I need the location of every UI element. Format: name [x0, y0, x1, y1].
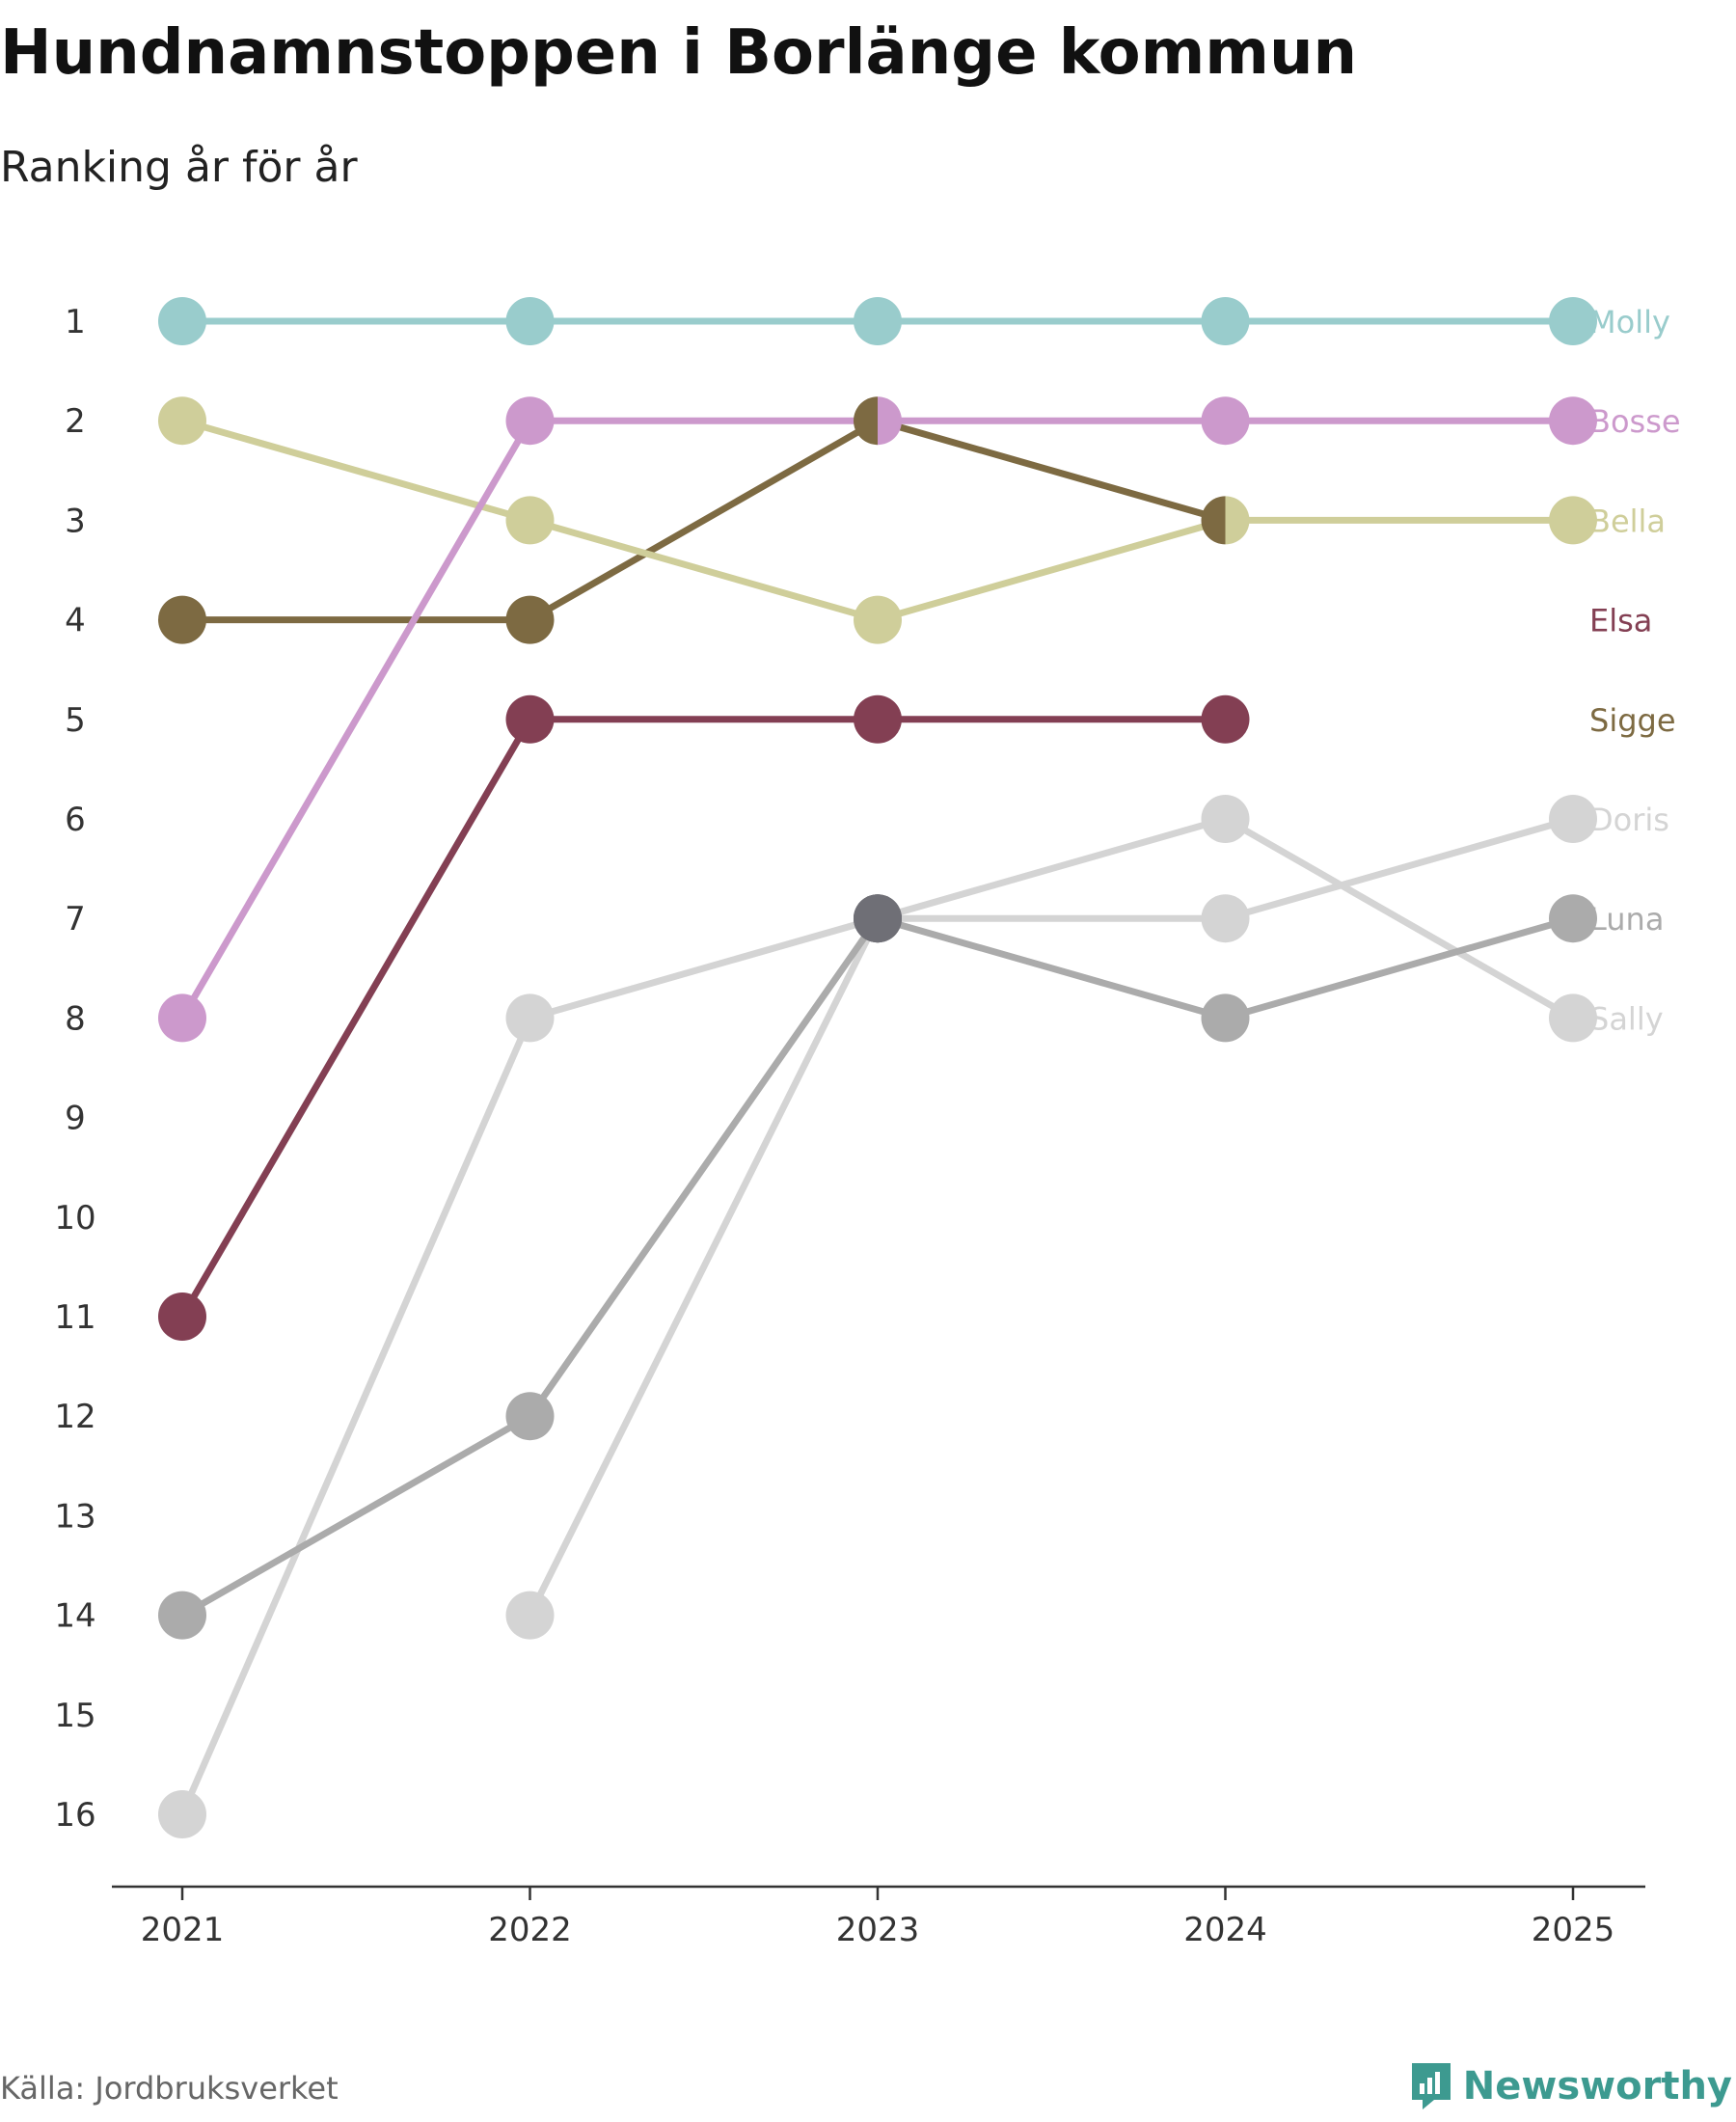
data-point-molly-2025: [1549, 297, 1597, 345]
newsworthy-logo: Newsworthy: [1409, 2060, 1732, 2112]
data-point-molly-2023: [854, 297, 902, 345]
data-point-bella-2022: [505, 496, 555, 545]
y-tick-label: 13: [54, 1497, 95, 1536]
y-tick-label: 5: [65, 701, 86, 740]
data-point-sally-2024: [1201, 795, 1250, 843]
chart-title: Hundnamnstoppen i Borlänge kommun: [0, 17, 1358, 89]
data-point-luna-2025: [1549, 894, 1597, 943]
y-tick-label: 16: [54, 1796, 95, 1835]
data-point-bella-2024: [1225, 496, 1250, 545]
data-point-elsa-2023: [854, 694, 902, 744]
data-point-doris-2024: [1201, 894, 1250, 943]
data-point-sigge-2022: [505, 595, 555, 644]
x-tick-label: 2021: [141, 1911, 225, 1949]
data-point-luna-2024: [1201, 993, 1250, 1043]
series-line-elsa: [178, 716, 1229, 1320]
x-tick-label: 2024: [1183, 1911, 1267, 1949]
data-point-bosse-2024: [1201, 396, 1250, 446]
data-point-sigge-2024: [1201, 496, 1226, 545]
data-point-bosse-2021: [158, 993, 206, 1043]
end-label-bosse: Bosse: [1589, 403, 1681, 440]
series-line-bella: [178, 417, 1577, 624]
y-tick-label: 9: [65, 1100, 86, 1138]
data-point-doris-2021: [158, 1790, 206, 1838]
data-point-sally-2022: [505, 1591, 555, 1640]
y-tick-label: 15: [54, 1697, 95, 1735]
x-tick-label: 2023: [836, 1911, 920, 1949]
end-label-sally: Sally: [1589, 1000, 1664, 1037]
series-line-luna: [178, 914, 1577, 1619]
end-label-sigge: Sigge: [1589, 702, 1676, 739]
data-point-elsa-2022: [505, 694, 555, 744]
data-point-bella-2025: [1549, 496, 1597, 545]
y-tick-label: 4: [65, 602, 86, 640]
y-tick-label: 3: [65, 502, 86, 540]
chart-subtitle: Ranking år för år: [0, 143, 358, 192]
end-label-elsa: Elsa: [1589, 603, 1652, 639]
brand-name: Newsworthy: [1462, 2064, 1732, 2108]
data-point-bella-2021: [158, 396, 206, 446]
data-point-doris-2022: [505, 993, 555, 1043]
data-point-bella-2023: [854, 595, 902, 644]
x-tick-label: 2025: [1532, 1911, 1615, 1949]
data-point-bosse-2025: [1549, 396, 1597, 446]
data-point-luna-2022: [505, 1392, 555, 1441]
y-tick-label: 11: [54, 1298, 95, 1337]
data-point-molly-2021: [158, 297, 206, 345]
end-label-bella: Bella: [1589, 503, 1666, 539]
data-point-bosse-2022: [505, 396, 555, 446]
end-label-luna: Luna: [1589, 901, 1664, 938]
data-point-elsa-2021: [158, 1292, 206, 1341]
data-point-luna-2021: [158, 1591, 206, 1640]
series-line-sally: [527, 815, 1577, 1619]
y-tick-label: 14: [54, 1597, 95, 1636]
data-point-molly-2022: [505, 297, 555, 345]
y-tick-label: 12: [54, 1398, 95, 1436]
y-tick-label: 6: [65, 801, 86, 839]
end-label-doris: Doris: [1589, 802, 1669, 838]
end-label-molly: Molly: [1589, 304, 1670, 340]
data-point-luna-2023: [854, 894, 902, 943]
data-point-elsa-2024: [1201, 694, 1250, 744]
data-point-sigge-2021: [158, 595, 206, 644]
data-point-bosse-2023: [878, 396, 902, 446]
y-tick-label: 2: [65, 402, 86, 441]
x-tick-label: 2022: [488, 1911, 572, 1949]
y-tick-label: 8: [65, 999, 86, 1038]
data-point-molly-2024: [1201, 297, 1250, 345]
data-point-sigge-2023: [853, 396, 878, 446]
y-tick-label: 7: [65, 900, 86, 939]
y-tick-label: 10: [54, 1199, 95, 1238]
newsworthy-icon: [1411, 2063, 1451, 2109]
data-point-sally-2025: [1549, 993, 1597, 1043]
series-line-doris: [178, 815, 1577, 1818]
data-point-doris-2025: [1549, 795, 1597, 843]
source-note: Källa: Jordbruksverket: [0, 2070, 339, 2107]
y-tick-label: 1: [65, 303, 86, 341]
series-line-sigge: [178, 417, 1229, 624]
